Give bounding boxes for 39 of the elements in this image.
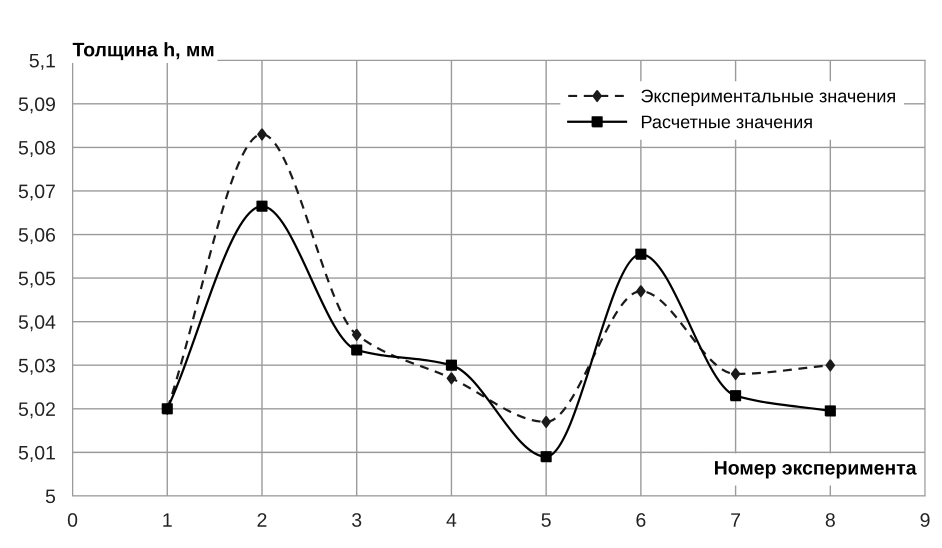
point — [446, 360, 457, 371]
y-tick-label: 5,03 — [18, 358, 56, 375]
y-tick-label: 5,01 — [18, 446, 55, 462]
point — [730, 390, 742, 402]
y-tick-label: 5,1 — [30, 54, 55, 70]
x-tick-label: 2 — [258, 513, 266, 527]
x-tick-label: 8 — [826, 513, 835, 527]
point — [257, 128, 267, 141]
y-tick-label: 5,07 — [18, 184, 55, 201]
x-tick-label: 6 — [636, 513, 646, 527]
point — [352, 328, 362, 341]
y-tick-label: 5,02 — [18, 402, 55, 418]
x-axis-title: Номер эксперимента — [715, 461, 917, 479]
point — [351, 344, 362, 356]
point — [635, 248, 646, 260]
x-tick-label: 3 — [352, 513, 362, 527]
y-tick-label: 5,04 — [18, 315, 56, 332]
point — [446, 372, 456, 385]
point — [541, 416, 552, 428]
point — [825, 358, 836, 372]
legend-label: Расчетные значения — [642, 116, 812, 128]
y-tick-label: 5,05 — [18, 272, 56, 288]
y-tick-label: 5 — [46, 490, 56, 504]
point — [730, 368, 740, 380]
x-tick-label: 0 — [68, 513, 78, 527]
legend-label: Экспериментальные значения — [641, 90, 895, 106]
x-tick-label: 9 — [920, 513, 930, 527]
y-tick-label: 5,06 — [18, 228, 56, 244]
point — [824, 405, 836, 417]
y-tick-label: 5,09 — [18, 97, 55, 114]
point — [540, 451, 552, 462]
x-tick-label: 7 — [731, 513, 740, 527]
y-axis-title: Толщина h, мм — [72, 42, 214, 60]
y-tick-label: 5,08 — [18, 140, 56, 157]
x-tick-label: 4 — [446, 513, 456, 527]
point — [636, 284, 646, 298]
x-tick-label: 1 — [163, 513, 172, 527]
x-tick-label: 5 — [542, 513, 551, 527]
point — [256, 200, 268, 212]
